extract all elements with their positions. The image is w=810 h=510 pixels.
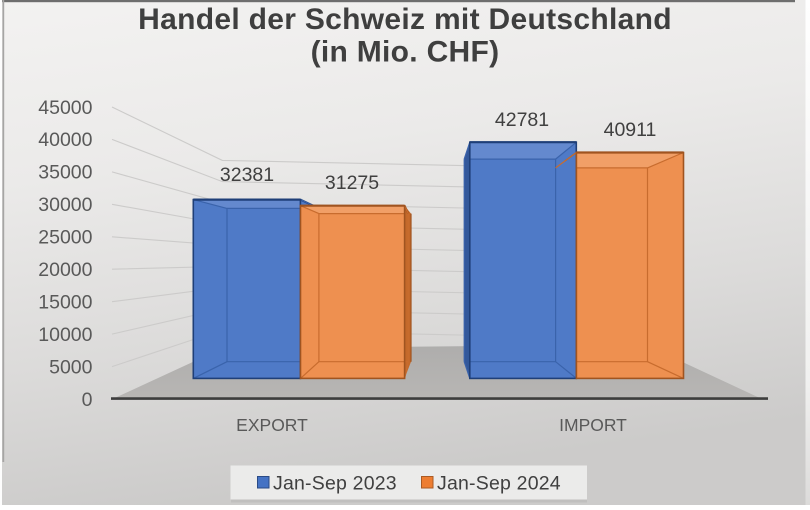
svg-text:Handel der Schweiz mit Deutsch: Handel der Schweiz mit Deutschland [138, 3, 672, 36]
svg-text:45000: 45000 [38, 97, 92, 119]
svg-text:IMPORT: IMPORT [559, 415, 627, 435]
svg-text:0: 0 [82, 389, 93, 411]
svg-text:31275: 31275 [325, 172, 379, 194]
svg-text:Jan-Sep 2024: Jan-Sep 2024 [437, 473, 561, 495]
svg-text:42781: 42781 [495, 109, 549, 131]
svg-text:30000: 30000 [38, 194, 92, 216]
svg-text:40000: 40000 [38, 129, 92, 151]
svg-text:10000: 10000 [38, 324, 92, 346]
svg-text:15000: 15000 [38, 292, 92, 314]
svg-text:(in Mio. CHF): (in Mio. CHF) [311, 36, 500, 69]
svg-text:20000: 20000 [38, 259, 92, 281]
svg-text:25000: 25000 [38, 227, 92, 249]
svg-text:Jan-Sep 2023: Jan-Sep 2023 [273, 473, 397, 495]
svg-text:32381: 32381 [220, 164, 274, 186]
svg-text:EXPORT: EXPORT [236, 415, 308, 435]
svg-text:35000: 35000 [38, 162, 92, 184]
svg-text:40911: 40911 [604, 119, 657, 141]
svg-text:5000: 5000 [49, 356, 93, 378]
